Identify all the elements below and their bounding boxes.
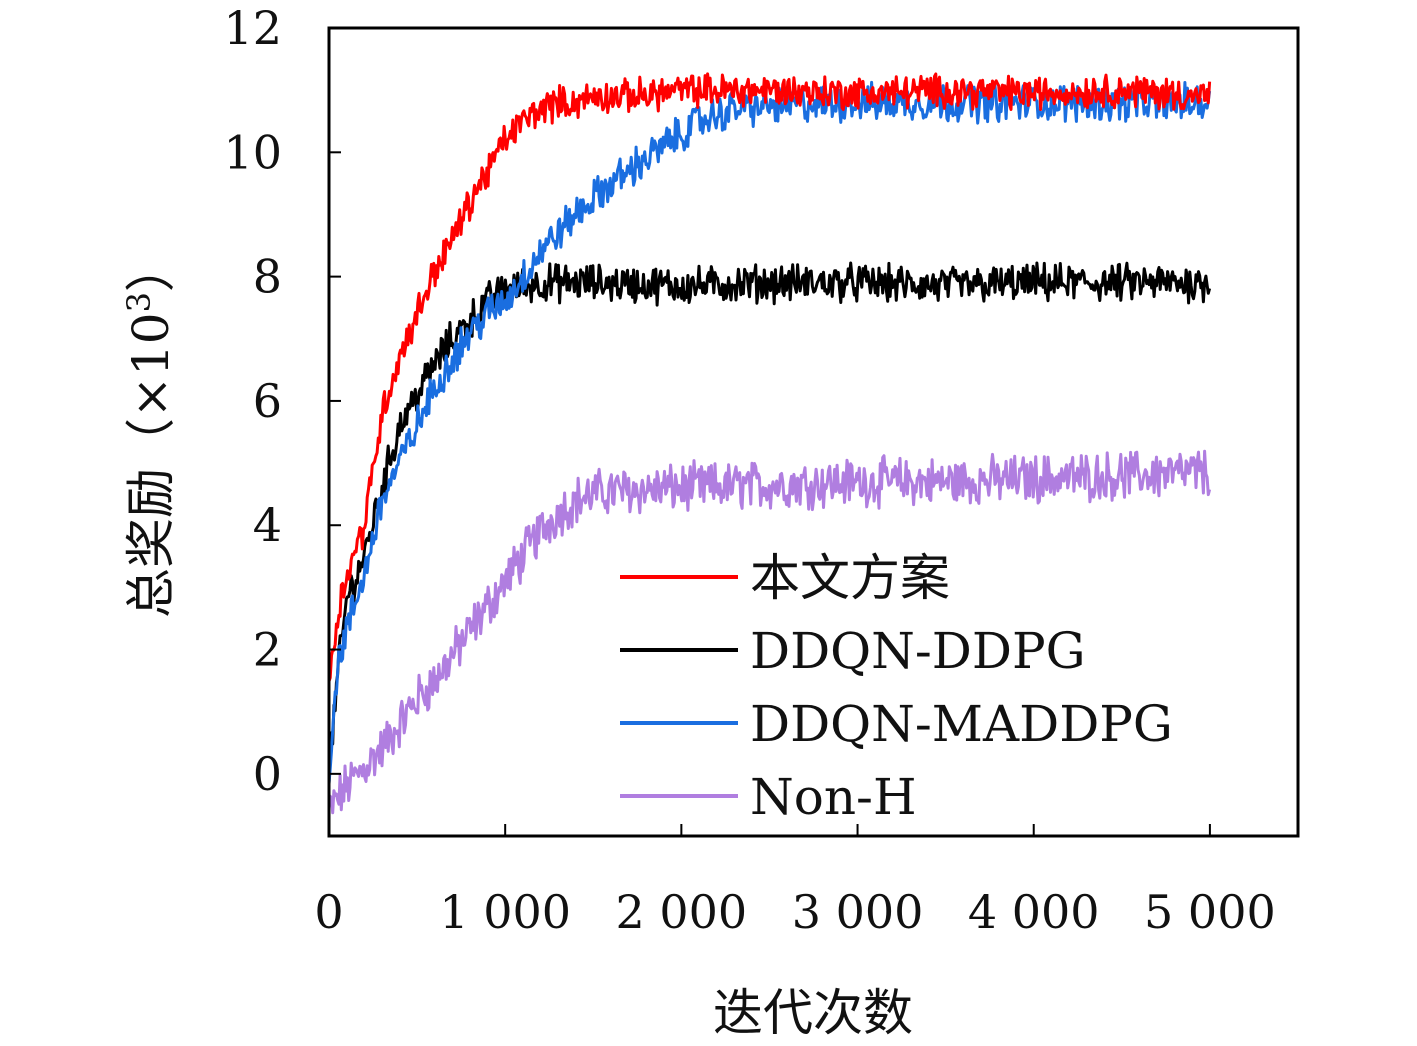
y-axis-title-main: 总奖励（×10 — [122, 312, 180, 618]
series-line — [329, 80, 1212, 784]
x-tick-label: 0 — [314, 885, 343, 939]
x-tick-label: 5 000 — [1144, 885, 1276, 939]
x-axis-title: 迭代次数 — [713, 984, 913, 1042]
x-tick-label: 3 000 — [792, 885, 924, 939]
series-layer — [329, 72, 1212, 815]
legend-label: DDQN-MADDPG — [750, 695, 1173, 753]
x-tick-label: 2 000 — [616, 885, 748, 939]
ticks-layer: 0 1 000 2 000 3 000 4 000 5 000 0 2 4 6 8 10 12 — [223, 1, 1275, 939]
legend-label: 本文方案 — [750, 549, 950, 607]
plot-frame — [327, 26, 1300, 838]
x-tick-label: 4 000 — [968, 885, 1100, 939]
series-line — [329, 72, 1212, 682]
y-tick-label: 6 — [253, 374, 282, 428]
legend: 本文方案 DDQN-DDPG DDQN-MADDPG Non-H — [620, 549, 1173, 826]
y-tick-label: 2 — [253, 623, 282, 677]
x-tick-label: 1 000 — [439, 885, 571, 939]
y-tick-label: 8 — [253, 250, 282, 304]
y-tick-label: 0 — [253, 747, 282, 801]
y-axis-title: 总奖励（×103） — [120, 242, 180, 618]
y-axis-title-exponent: 3 — [120, 292, 158, 312]
y-tick-label: 4 — [253, 498, 282, 552]
legend-label: DDQN-DDPG — [750, 622, 1086, 680]
y-axis-title-close: ） — [122, 242, 180, 292]
y-tick-label: 10 — [223, 125, 282, 179]
legend-label: Non-H — [750, 768, 917, 826]
series-line — [329, 449, 1212, 815]
y-tick-label: 12 — [223, 1, 282, 55]
